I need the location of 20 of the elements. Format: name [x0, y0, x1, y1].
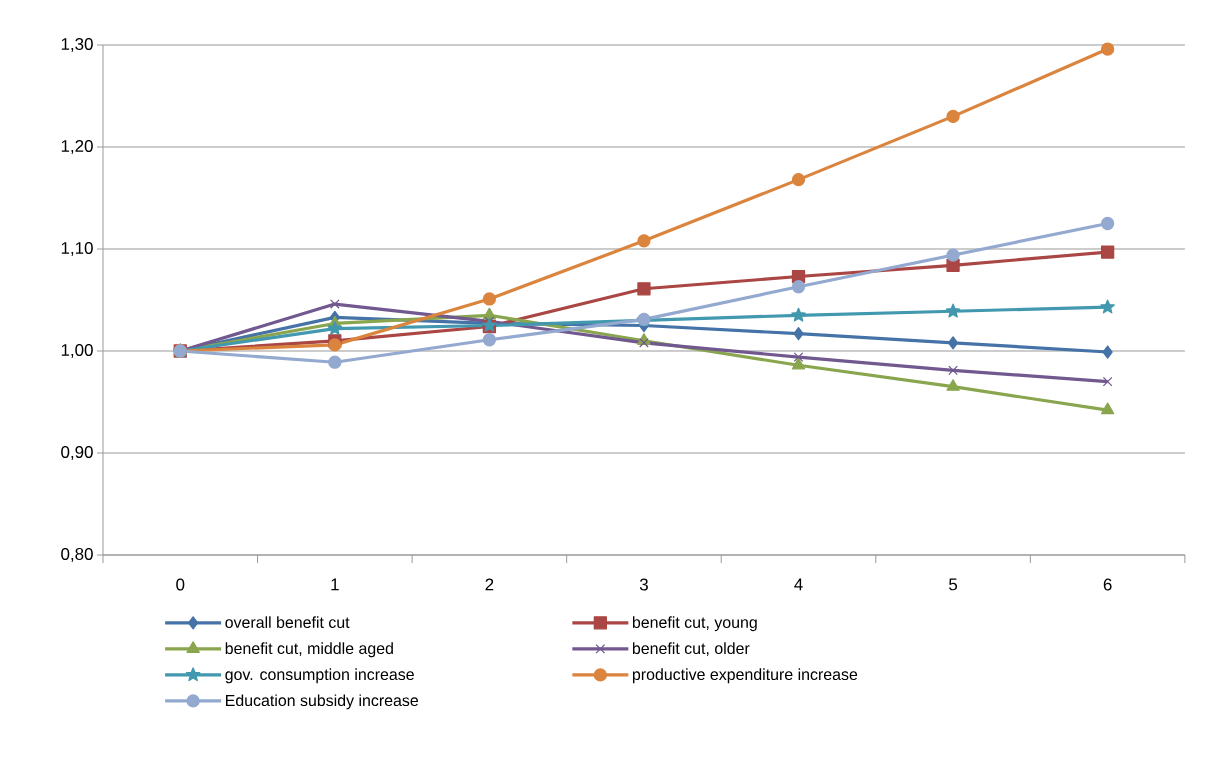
legend-label: gov. consumption increase: [225, 668, 414, 684]
legend-label: benefit cut, young: [632, 616, 757, 632]
legend-label: benefit cut, middle aged: [225, 642, 393, 658]
x-tick-label: 3: [639, 578, 648, 591]
legend-label: productive expenditure increase: [632, 668, 858, 684]
x-tick-label: 2: [485, 578, 494, 591]
legend-label: overall benefit cut: [225, 616, 350, 629]
y-tick-label: 1,20: [61, 140, 93, 154]
x-tick-label: 5: [949, 578, 958, 591]
x-tick-label: 6: [1103, 578, 1112, 591]
legend-label: benefit cut, older: [632, 642, 750, 656]
y-tick-label: 0,80: [61, 548, 93, 562]
x-tick-label: 0: [176, 578, 185, 591]
x-tick-label: 1: [331, 578, 339, 591]
legend-label: Education subsidy increase: [226, 694, 419, 710]
y-tick-label: 1,10: [61, 242, 93, 256]
y-tick-label: 1,30: [61, 38, 93, 52]
y-tick-label: 0,90: [61, 446, 93, 460]
x-tick-label: 4: [794, 578, 803, 591]
y-tick-label: 1,00: [61, 344, 93, 358]
